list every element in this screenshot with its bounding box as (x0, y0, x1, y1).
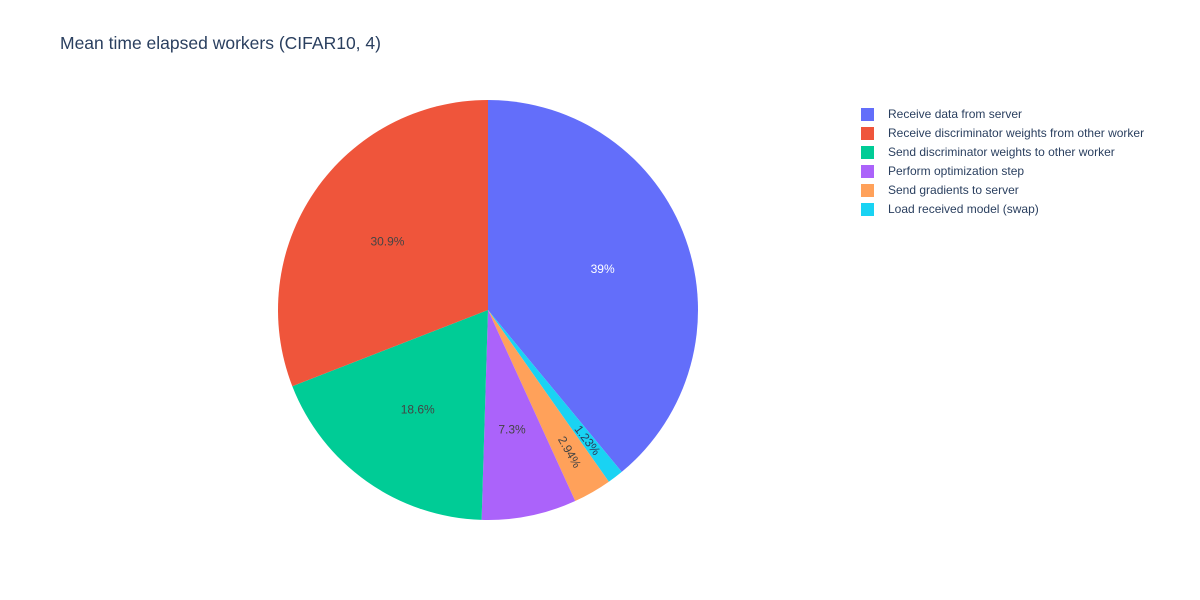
pie-slice[interactable] (292, 310, 488, 520)
pie-slice[interactable] (277, 100, 488, 387)
chart-title: Mean time elapsed workers (CIFAR10, 4) (60, 33, 381, 53)
legend-label: Load received model (swap) (888, 202, 1039, 216)
slice-label: 39% (591, 262, 615, 276)
legend-swatch (861, 146, 874, 159)
legend-label: Perform optimization step (888, 164, 1025, 178)
legend-swatch (861, 184, 874, 197)
legend-swatch (861, 108, 874, 121)
pie-slice[interactable] (481, 310, 576, 521)
slice-label: 18.6% (401, 402, 435, 416)
slice-label: 30.9% (370, 234, 404, 248)
pie-slice[interactable] (488, 310, 622, 482)
legend-label: Send discriminator weights to other work… (888, 145, 1115, 159)
legend-label: Receive discriminator weights from other… (888, 126, 1145, 140)
slice-label: 7.3% (498, 422, 526, 436)
legend-swatch (861, 203, 874, 216)
pie-slice[interactable] (488, 100, 698, 472)
legend-label: Send gradients to server (888, 183, 1019, 197)
legend-swatch (861, 127, 874, 140)
pie-slice[interactable] (488, 310, 609, 502)
legend-swatch (861, 165, 874, 178)
legend-label: Receive data from server (888, 107, 1023, 121)
